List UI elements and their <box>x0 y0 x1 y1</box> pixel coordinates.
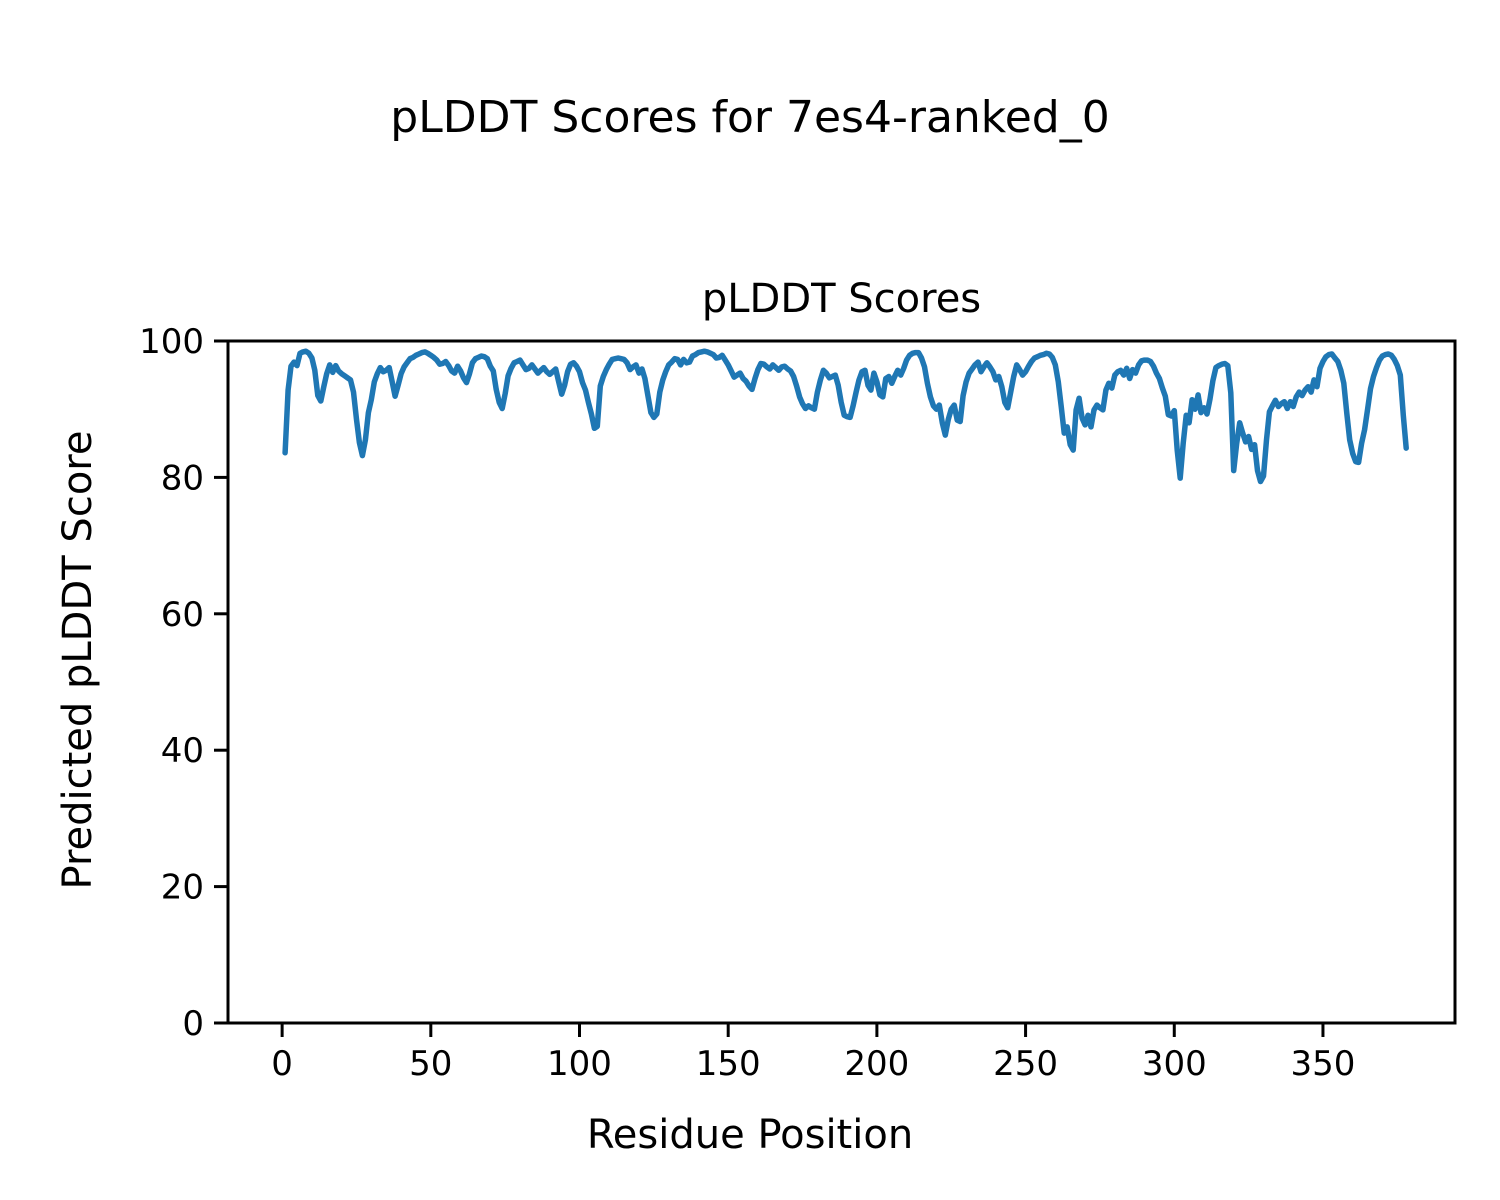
x-tick-label: 50 <box>409 1044 452 1084</box>
y-tick-label: 80 <box>161 458 204 498</box>
y-tick-label: 100 <box>139 322 204 362</box>
y-tick-label: 20 <box>161 868 204 908</box>
x-tick-label: 0 <box>271 1044 293 1084</box>
y-tick-label: 0 <box>182 1004 204 1044</box>
x-tick-label: 300 <box>1142 1044 1207 1084</box>
x-tick-label: 350 <box>1291 1044 1356 1084</box>
axes-frame <box>226 339 1457 1025</box>
x-tick-label: 100 <box>547 1044 612 1084</box>
x-tick-label: 200 <box>844 1044 909 1084</box>
axes-title: pLDDT Scores <box>701 276 982 322</box>
y-tick-label: 40 <box>161 731 204 771</box>
plddt-line <box>282 348 1409 485</box>
x-tick-label: 250 <box>993 1044 1058 1084</box>
x-tick-label: 150 <box>696 1044 761 1084</box>
y-tick-label: 60 <box>161 595 204 635</box>
figure-title: pLDDT Scores for 7es4-ranked_0 <box>390 92 1110 143</box>
x-axis-label: Residue Position <box>586 1112 914 1158</box>
